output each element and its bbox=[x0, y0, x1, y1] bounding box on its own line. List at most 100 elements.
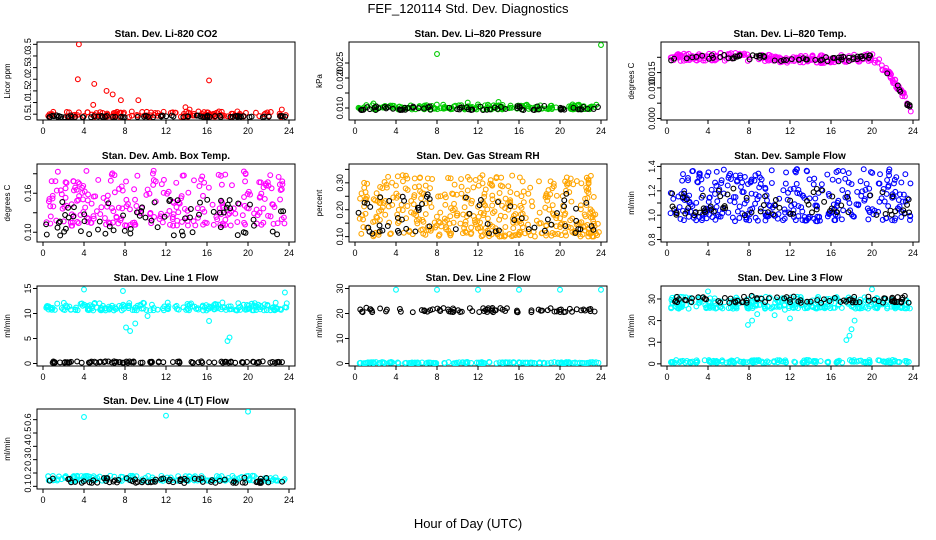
data-point bbox=[54, 300, 61, 307]
data-point bbox=[514, 105, 521, 112]
data-point bbox=[191, 177, 197, 184]
y-tick-label: 2.5 bbox=[23, 61, 33, 74]
data-point bbox=[475, 213, 482, 220]
data-point bbox=[206, 113, 213, 120]
x-tick-label: 16 bbox=[202, 495, 212, 505]
data-point bbox=[59, 205, 66, 212]
data-point bbox=[542, 204, 549, 211]
data-point bbox=[434, 106, 441, 113]
data-point bbox=[459, 230, 466, 237]
y-tick-label: 1.2 bbox=[647, 185, 657, 198]
points-layer bbox=[45, 409, 288, 486]
data-point bbox=[905, 358, 912, 365]
data-point bbox=[442, 194, 449, 201]
data-point bbox=[57, 187, 64, 194]
data-point bbox=[578, 180, 585, 187]
data-point bbox=[419, 216, 426, 223]
data-point bbox=[80, 478, 87, 485]
data-point bbox=[907, 180, 914, 187]
data-point bbox=[792, 168, 799, 175]
data-point bbox=[168, 112, 175, 119]
data-point bbox=[489, 210, 496, 216]
data-point bbox=[736, 215, 743, 221]
data-point bbox=[583, 184, 590, 191]
outlier-point bbox=[434, 51, 440, 57]
data-point bbox=[738, 183, 744, 190]
data-point bbox=[508, 104, 515, 111]
data-point bbox=[429, 306, 436, 313]
data-point bbox=[572, 229, 579, 236]
data-point bbox=[47, 304, 54, 311]
outlier-point bbox=[135, 97, 142, 104]
data-point bbox=[82, 204, 89, 211]
data-point bbox=[150, 181, 157, 188]
data-point bbox=[705, 304, 712, 311]
data-point bbox=[706, 211, 713, 218]
data-point bbox=[43, 304, 50, 311]
data-point bbox=[906, 305, 913, 312]
data-point bbox=[791, 302, 798, 309]
data-point bbox=[77, 211, 84, 218]
data-point bbox=[741, 173, 748, 180]
data-point bbox=[520, 199, 527, 206]
data-point bbox=[88, 219, 95, 226]
outlier-point bbox=[843, 337, 850, 344]
data-point bbox=[680, 171, 686, 178]
data-point bbox=[466, 210, 473, 217]
points-layer bbox=[355, 172, 602, 240]
data-point bbox=[226, 306, 233, 313]
data-point bbox=[383, 105, 390, 112]
data-point bbox=[800, 192, 807, 199]
data-point bbox=[216, 474, 222, 481]
y-axis-label: ml/min bbox=[3, 437, 12, 461]
data-point bbox=[757, 205, 764, 212]
data-point bbox=[393, 194, 400, 201]
data-point bbox=[865, 216, 872, 223]
data-point bbox=[751, 357, 758, 364]
data-point bbox=[123, 222, 130, 229]
data-point bbox=[137, 301, 144, 308]
data-point bbox=[166, 198, 173, 204]
data-point bbox=[844, 193, 851, 200]
x-tick-label: 4 bbox=[81, 372, 86, 382]
data-point bbox=[580, 306, 587, 313]
data-point bbox=[780, 187, 787, 194]
data-point bbox=[582, 223, 589, 230]
data-point bbox=[191, 475, 198, 482]
data-point bbox=[110, 227, 117, 234]
data-point bbox=[54, 224, 61, 231]
data-point bbox=[70, 473, 77, 479]
data-point bbox=[905, 196, 912, 203]
data-point bbox=[270, 306, 277, 313]
data-point bbox=[582, 213, 589, 220]
data-point bbox=[112, 304, 118, 311]
data-point bbox=[682, 296, 688, 303]
series-2 bbox=[357, 304, 598, 316]
data-point bbox=[442, 201, 449, 208]
x-tick-label: 8 bbox=[122, 248, 127, 258]
data-point bbox=[715, 187, 722, 194]
data-point bbox=[80, 182, 87, 189]
data-point bbox=[108, 171, 115, 178]
data-point bbox=[693, 217, 700, 224]
data-point bbox=[62, 225, 69, 232]
y-tick-label: 1.5 bbox=[23, 85, 33, 98]
data-point bbox=[165, 188, 172, 195]
data-point bbox=[412, 228, 419, 235]
data-point bbox=[514, 309, 521, 316]
data-point bbox=[689, 295, 695, 302]
data-point bbox=[797, 294, 804, 301]
data-point bbox=[774, 215, 781, 222]
data-point bbox=[106, 220, 113, 227]
data-point bbox=[46, 196, 53, 202]
data-point bbox=[554, 210, 560, 217]
panel-title: Stan. Dev. Li–820 Pressure bbox=[414, 29, 542, 40]
data-point bbox=[713, 182, 720, 189]
data-point bbox=[121, 114, 128, 120]
y-tick-label: 0.4 bbox=[23, 440, 33, 453]
data-point bbox=[159, 219, 166, 226]
x-tick-label: 16 bbox=[826, 372, 836, 382]
data-point bbox=[499, 183, 506, 190]
data-point bbox=[712, 191, 718, 197]
data-point bbox=[743, 197, 750, 204]
